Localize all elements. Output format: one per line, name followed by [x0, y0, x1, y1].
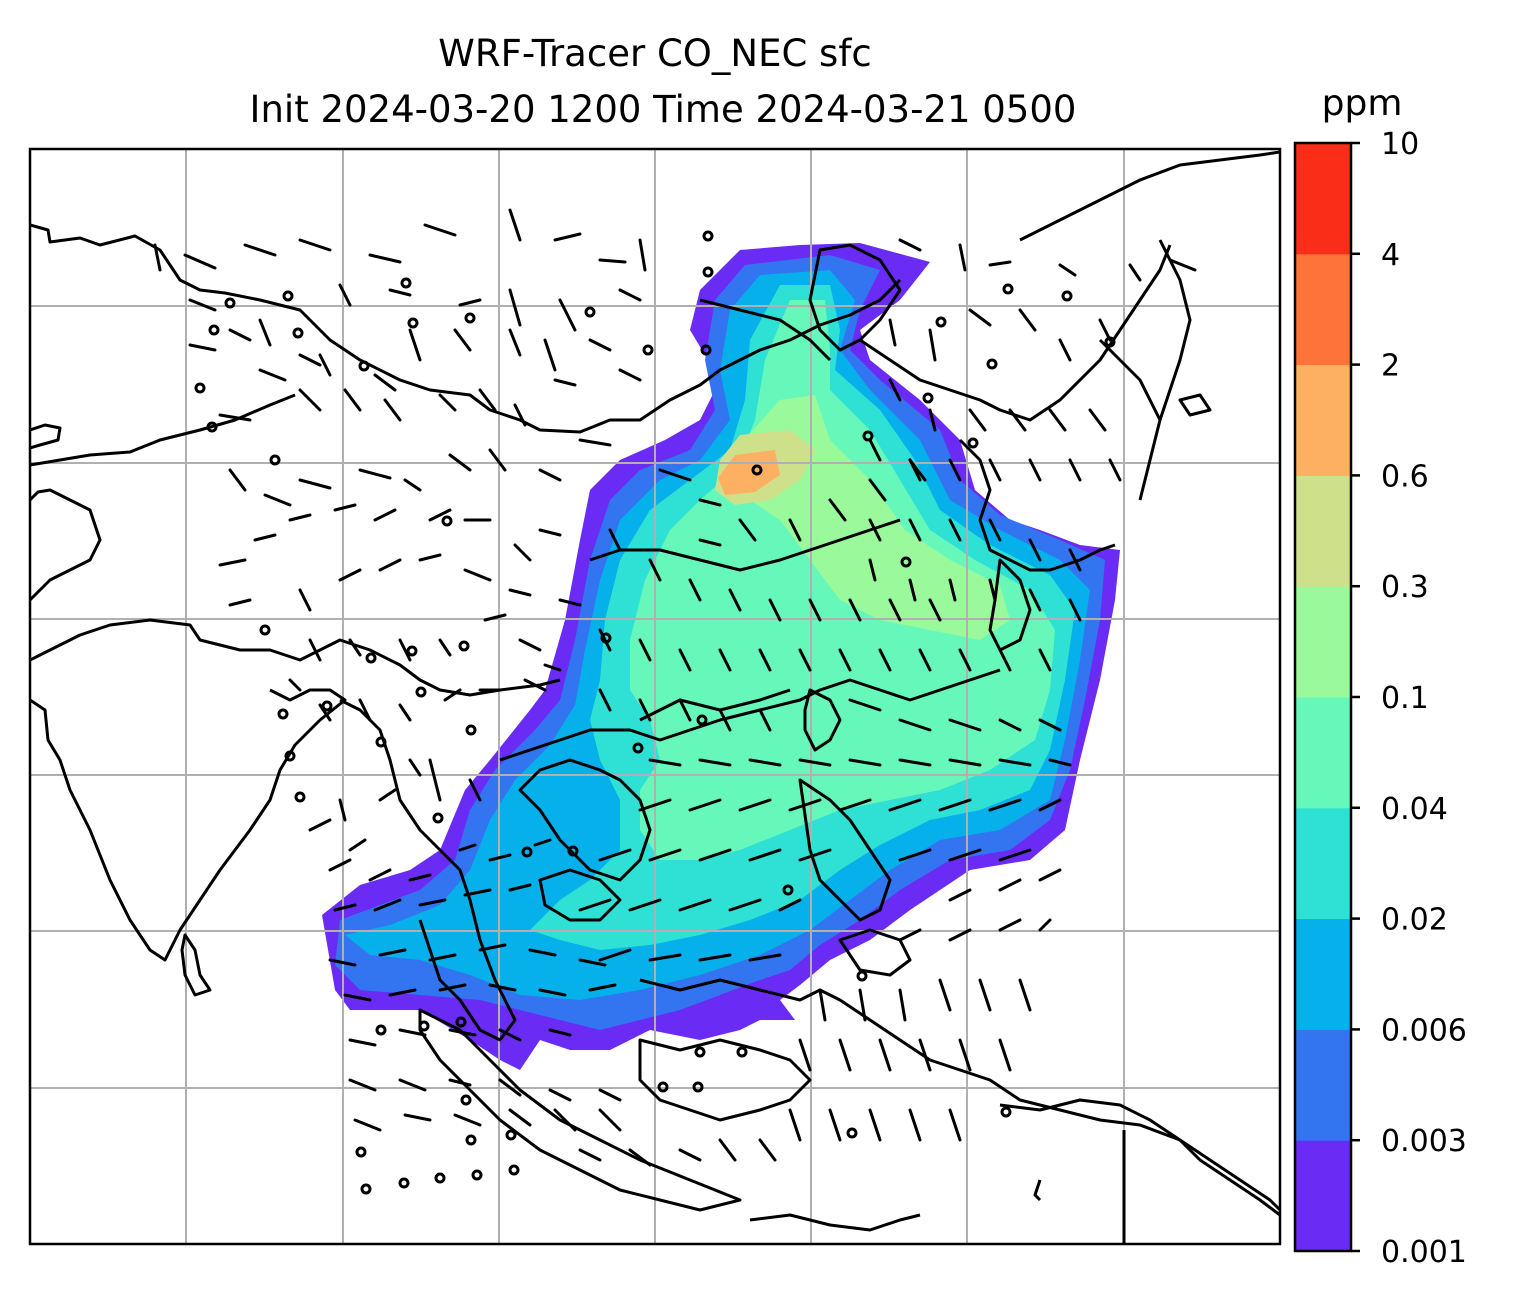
colorbar-tick-label: 0.1	[1381, 681, 1429, 716]
chart-subtitle: Init 2024-03-20 1200 Time 2024-03-21 050…	[250, 88, 1077, 131]
colorbar-tick-label: 0.003	[1381, 1124, 1467, 1159]
colorbar-band	[1295, 1140, 1351, 1252]
colorbar-tick-label: 0.3	[1381, 570, 1429, 605]
colorbar-ticks: 0.001 0.003 0.006 0.02 0.04 0.1 0.3 0.6 2 4 10	[1351, 127, 1467, 1270]
colorbar-band	[1295, 364, 1351, 476]
colorbar: 0.001 0.003 0.006 0.02 0.04 0.1 0.3 0.6 2 4 10 ppm	[1293, 83, 1467, 1270]
chart-title: WRF-Tracer CO_NEC sfc	[438, 32, 871, 75]
colorbar-band	[1295, 918, 1351, 1030]
colorbar-bands	[1295, 143, 1351, 1252]
colorbar-tick-label: 0.04	[1381, 792, 1448, 827]
tracer-field	[322, 243, 1120, 1070]
field-level-8	[718, 450, 780, 495]
map-frame	[28, 147, 1282, 1246]
colorbar-tick-label: 0.6	[1381, 459, 1429, 494]
colorbar-band	[1295, 143, 1351, 255]
colorbar-band	[1295, 586, 1351, 698]
colorbar-band	[1295, 475, 1351, 587]
gridlines	[30, 149, 1280, 1244]
colorbar-tick-label: 0.02	[1381, 903, 1448, 938]
coastlines	[30, 150, 1280, 1244]
colorbar-unit: ppm	[1322, 83, 1403, 124]
colorbar-tick-label: 2	[1381, 349, 1400, 384]
map-panel	[28, 147, 1282, 1246]
colorbar-band	[1295, 807, 1351, 920]
colorbar-tick-label: 0.006	[1381, 1013, 1467, 1048]
wind-barbs	[153, 208, 1197, 1167]
colorbar-tick-label: 10	[1381, 127, 1419, 162]
colorbar-tick-label: 0.001	[1381, 1235, 1467, 1270]
colorbar-band	[1295, 1029, 1351, 1141]
colorbar-band	[1295, 253, 1351, 366]
colorbar-tick-label: 4	[1381, 238, 1400, 273]
colorbar-band	[1295, 697, 1351, 809]
calm-circles	[194, 230, 1116, 1195]
